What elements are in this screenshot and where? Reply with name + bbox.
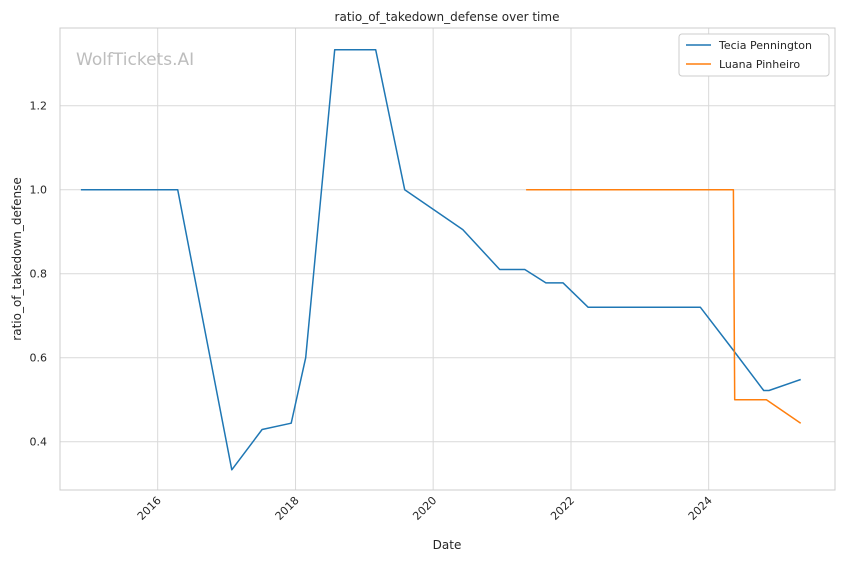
y-tick-label: 0.4 bbox=[30, 436, 48, 449]
series-line-luana-pinheiro bbox=[526, 188, 802, 424]
legend-label-tecia-pennington: Tecia Pennington bbox=[718, 39, 812, 52]
y-tick-label: 0.8 bbox=[30, 268, 48, 281]
legend-box bbox=[678, 33, 830, 77]
grid bbox=[60, 28, 835, 490]
y-axis-ticks: 0.4 0.6 0.8 1.0 1.2 bbox=[30, 100, 48, 449]
y-axis-title: ratio_of_takedown_defense bbox=[10, 177, 24, 340]
x-axis-title: Date bbox=[433, 538, 462, 552]
watermark: WolfTickets.AI bbox=[76, 50, 194, 70]
plot-frame bbox=[59, 27, 836, 491]
y-tick-label: 1.2 bbox=[30, 100, 48, 113]
series-layer bbox=[80, 49, 802, 471]
legend: Tecia Pennington Luana Pinheiro bbox=[678, 33, 830, 77]
legend-label-luana-pinheiro: Luana Pinheiro bbox=[719, 58, 800, 71]
y-tick-label: 1.0 bbox=[30, 184, 48, 197]
y-tick-label: 0.6 bbox=[30, 352, 48, 365]
plot-background bbox=[60, 28, 835, 490]
series-line-tecia-pennington bbox=[80, 49, 801, 471]
chart-title: ratio_of_takedown_defense over time bbox=[335, 10, 560, 24]
